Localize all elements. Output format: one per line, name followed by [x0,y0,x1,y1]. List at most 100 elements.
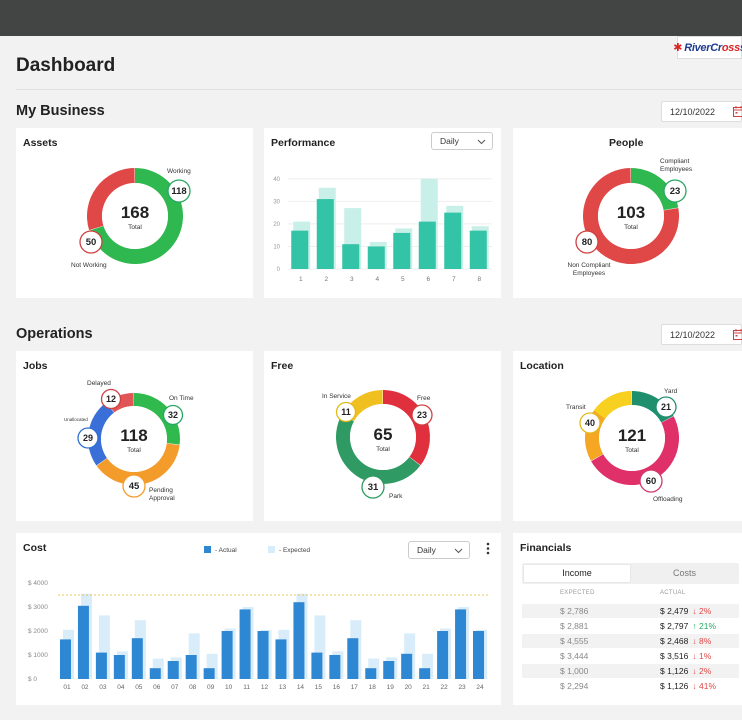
bar-actual[interactable] [293,602,305,679]
y-tick-label: 10 [273,244,280,250]
financials-tabs: Income Costs [522,563,739,584]
bar-expected[interactable] [98,615,110,679]
y-tick-label: 0 [277,267,281,273]
bar-actual[interactable] [347,638,359,679]
cost-period-dropdown[interactable]: Daily [408,541,470,559]
bar-actual[interactable] [291,230,309,269]
bar-actual[interactable] [257,631,269,679]
performance-bar-chart: 0 10 20 30 40 1 2 3 4 5 6 7 8 [273,177,492,283]
bar-expected[interactable] [422,653,434,679]
table-row: $ 3,444 $ 3,516 ↓ 1% [522,649,739,663]
bar-actual[interactable] [167,661,179,679]
page-title: Dashboard [16,55,116,76]
people-total: 103 [617,203,645,222]
people-segment-non-compliant-employees[interactable] [583,168,679,264]
location-donut-hole [599,405,665,471]
jobs-segment-unallocated[interactable] [88,402,115,466]
bar-actual[interactable] [311,652,323,679]
assets-segment-working[interactable] [89,168,183,264]
free-in-service-badge [335,401,357,423]
calendar-icon[interactable] [733,106,742,117]
jobs-segment-pending-approval[interactable] [96,443,180,485]
more-vertical-icon[interactable] [485,542,491,556]
jobs-card: Jobs 118 Total Delayed 12 On Time 32 Una… [16,351,253,521]
jobs-segment-on-time[interactable] [134,393,181,445]
assets-not-working-badge [79,230,103,254]
business-date-input[interactable]: 12/10/2022 [661,101,742,122]
rivercross-logo[interactable]: ✱RiverCrosss [673,36,742,59]
bar-actual[interactable] [239,609,251,679]
people-non-compliant-label-1: Non Compliant [568,262,611,269]
bar-actual[interactable] [455,609,467,679]
location-yard-badge [655,396,677,418]
bar-actual[interactable] [419,668,431,679]
table-row: $ 4,555 $ 2,468 ↓ 8% [522,634,739,648]
logo-text-4: s [740,42,742,54]
bar-actual[interactable] [401,653,413,679]
free-segment-park[interactable] [336,414,421,484]
people-segments [583,168,679,264]
bar-actual[interactable] [77,605,89,679]
bar-expected[interactable] [206,653,218,679]
x-tick-label: 14 [297,684,305,691]
tab-costs[interactable]: Costs [672,568,696,578]
free-free-value: 23 [417,410,427,420]
bar-actual[interactable] [469,230,487,269]
people-total-label: Total [624,224,638,231]
bar-actual[interactable] [437,631,449,679]
location-transit-label: Transit [566,404,586,411]
operations-date-input[interactable]: 12/10/2022 [661,324,742,345]
x-tick-label: 19 [387,684,395,691]
bar-actual[interactable] [329,655,341,679]
bar-actual[interactable] [275,639,287,679]
bar-actual[interactable] [367,246,385,269]
location-transit-badge [579,412,601,434]
bar-actual[interactable] [342,244,360,269]
bar-actual[interactable] [316,199,334,269]
x-tick-label: 12 [261,684,269,691]
bar-actual[interactable] [95,652,107,679]
bar-actual[interactable] [444,212,462,269]
jobs-delayed-value: 12 [106,394,116,404]
assets-segment-not-working[interactable] [87,168,135,231]
calendar-icon[interactable] [733,329,742,340]
bar-actual[interactable] [149,668,161,679]
bar-actual[interactable] [473,631,485,679]
bar-actual[interactable] [221,631,233,679]
people-segment-compliant-employees[interactable] [631,168,679,211]
bar-actual[interactable] [365,668,377,679]
bar-actual[interactable] [393,232,411,269]
people-title: People [609,137,644,149]
bar-actual[interactable] [383,661,395,679]
bar-actual[interactable] [131,638,143,679]
assets-donut-hole [102,183,168,249]
performance-period-dropdown[interactable]: Daily [431,132,493,150]
x-tick-label: 4 [375,276,379,283]
cost-title: Cost [23,542,47,554]
bar-actual[interactable] [418,221,436,269]
expected-value: $ 2,881 [560,621,589,631]
x-tick-label: 03 [99,684,107,691]
bar-actual[interactable] [185,655,197,679]
x-tick-label: 13 [279,684,287,691]
actual-value: $ 2,797 ↑ 21% [660,621,716,631]
location-segment-offloading[interactable] [591,416,679,485]
free-title: Free [271,360,294,372]
financials-title: Financials [520,542,572,554]
change-value: ↓ 2% [692,666,712,676]
jobs-on-time-label: On Time [169,395,194,402]
tab-income[interactable]: Income [524,565,630,582]
change-value: ↓ 41% [692,681,716,691]
bar-expected[interactable] [314,615,326,679]
location-segment-transit-top [593,391,632,419]
jobs-donut-hole [101,406,167,472]
bar-actual[interactable] [203,668,215,679]
bar-actual[interactable] [59,639,71,679]
free-donut-chart: 65 Total In Service 11 Free 23 31 Park [322,390,433,500]
legend-expected-label: - Expected [279,547,310,554]
bar-actual[interactable] [113,655,125,679]
x-tick-label: 21 [423,684,431,691]
assets-total-label: Total [128,224,142,231]
x-tick-label: 17 [351,684,359,691]
x-tick-label: 08 [189,684,197,691]
